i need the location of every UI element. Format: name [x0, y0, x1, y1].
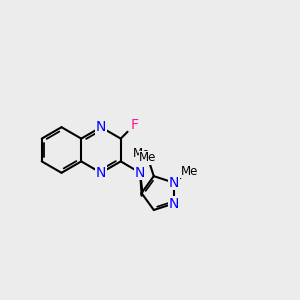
Text: Me: Me: [181, 165, 198, 178]
Text: Me: Me: [139, 151, 157, 164]
Text: N: N: [169, 176, 179, 190]
Text: Me: Me: [133, 147, 150, 160]
Text: N: N: [96, 120, 106, 134]
Text: N: N: [169, 196, 179, 211]
Text: N: N: [96, 166, 106, 180]
Text: F: F: [130, 118, 138, 132]
Text: N: N: [135, 166, 145, 180]
